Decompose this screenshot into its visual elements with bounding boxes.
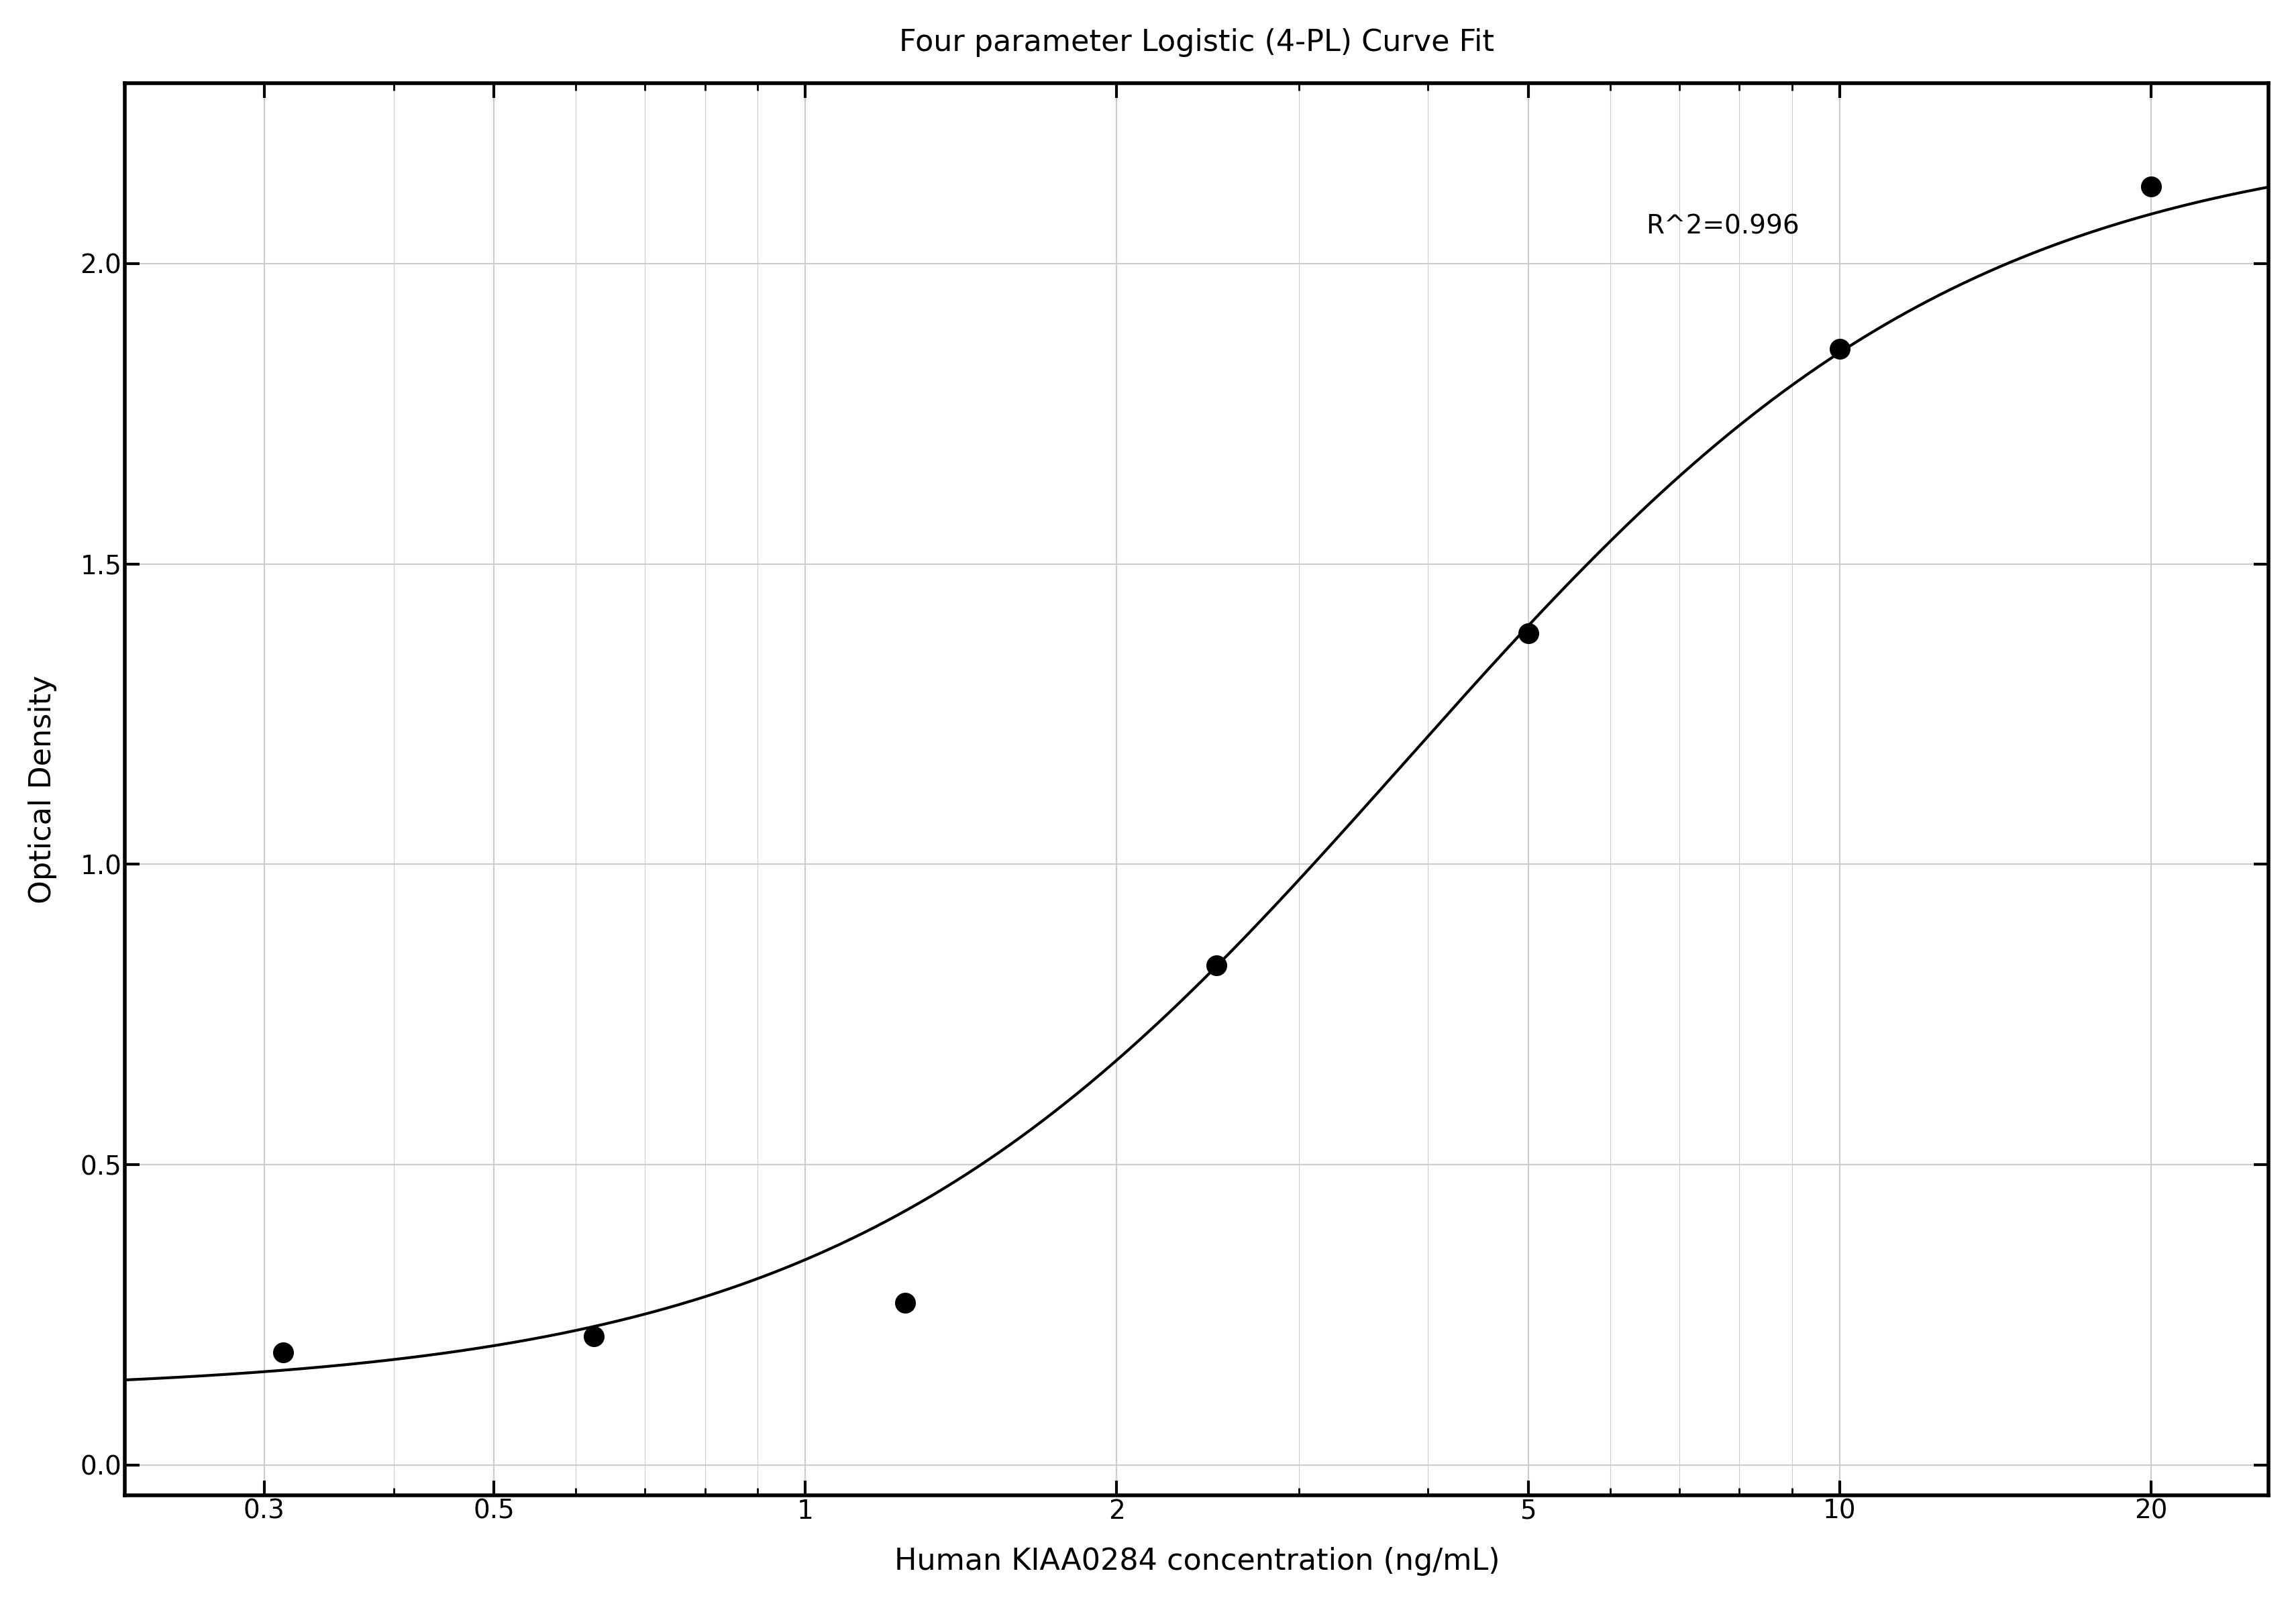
Point bbox=[2133, 173, 2170, 199]
Point bbox=[1508, 621, 1545, 646]
Point bbox=[1821, 337, 1857, 363]
Point bbox=[576, 1323, 613, 1349]
Point bbox=[886, 1290, 923, 1315]
X-axis label: Human KIAA0284 concentration (ng/mL): Human KIAA0284 concentration (ng/mL) bbox=[893, 1548, 1499, 1577]
Text: R^2=0.996: R^2=0.996 bbox=[1646, 213, 1800, 239]
Point bbox=[264, 1339, 301, 1365]
Point bbox=[1199, 953, 1235, 978]
Title: Four parameter Logistic (4-PL) Curve Fit: Four parameter Logistic (4-PL) Curve Fit bbox=[900, 27, 1495, 56]
Y-axis label: Optical Density: Optical Density bbox=[28, 675, 57, 903]
